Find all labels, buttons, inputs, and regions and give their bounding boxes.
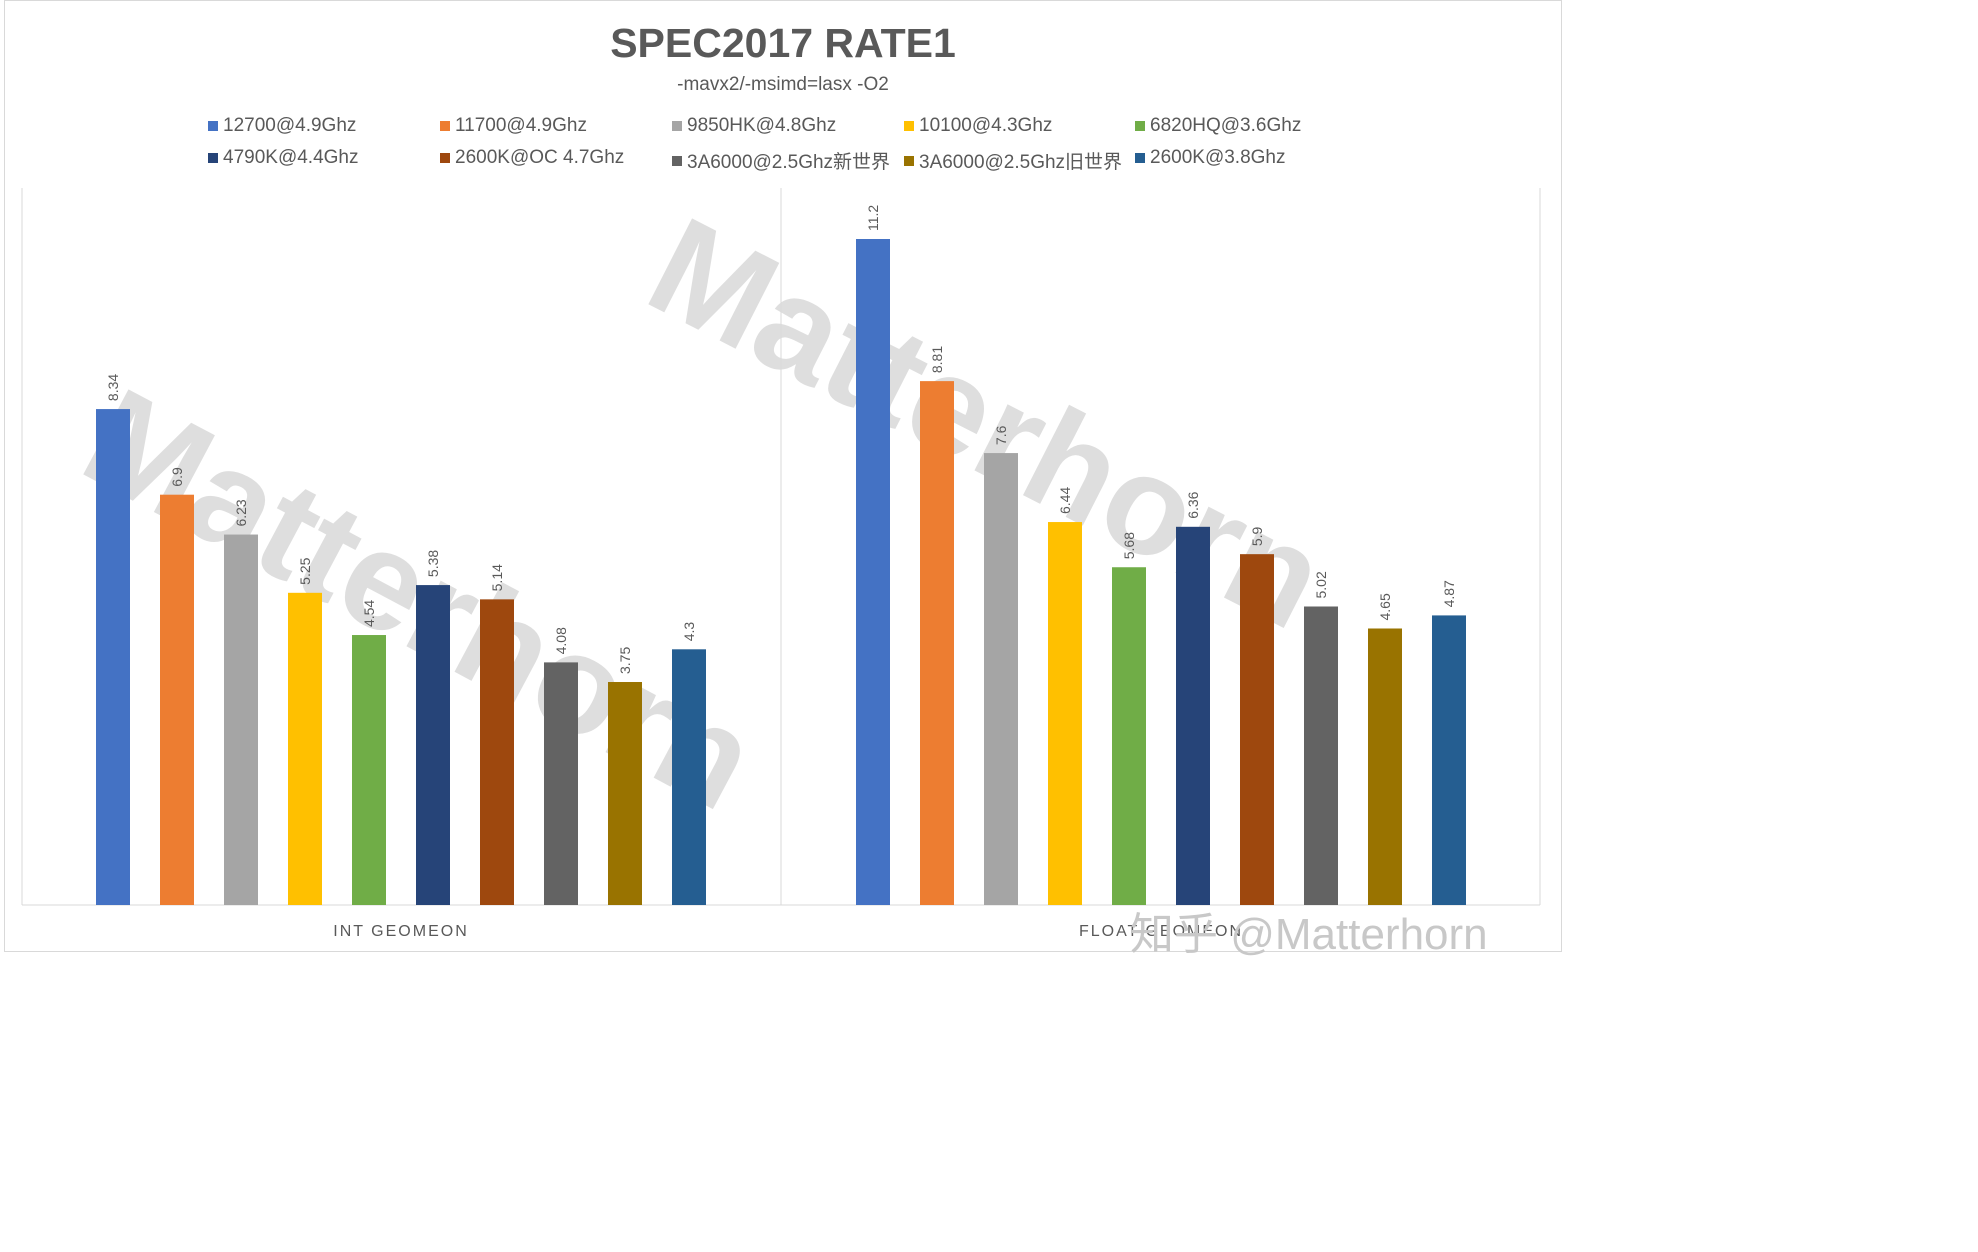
legend-swatch <box>440 121 450 131</box>
data-label-1-1: 8.81 <box>929 346 945 373</box>
legend-label: 10100@4.3Ghz <box>919 115 1053 136</box>
category-labels-group: INT GEOMEON FLOAT GEOMEON <box>333 923 1243 940</box>
data-label-1-7: 5.02 <box>1313 571 1329 598</box>
legend-swatch <box>904 121 914 131</box>
bar-0-1 <box>160 494 194 905</box>
legend-item-9850hk: 9850HK@4.8Ghz <box>672 115 836 137</box>
legend-item-2600k: 2600K@3.8Ghz <box>1135 147 1286 169</box>
bars-group <box>96 239 1466 905</box>
bar-1-0 <box>856 239 890 905</box>
bar-0-4 <box>352 635 386 905</box>
data-label-0-9: 4.3 <box>681 622 697 642</box>
bar-0-3 <box>288 592 322 905</box>
legend-swatch <box>672 121 682 131</box>
bar-1-5 <box>1176 526 1210 905</box>
bar-0-9 <box>672 649 706 905</box>
data-label-1-4: 5.68 <box>1121 532 1137 559</box>
legend-item-4790k: 4790K@4.4Ghz <box>208 147 359 169</box>
legend-label: 9850HK@4.8Ghz <box>687 115 837 136</box>
legend-item-12700: 12700@4.9Ghz <box>208 115 356 137</box>
data-label-0-8: 3.75 <box>617 647 633 674</box>
legend-swatch <box>904 155 914 166</box>
legend-label: 12700@4.9Ghz <box>223 115 357 136</box>
bottom-watermark: 知乎 @Matterhorn <box>1130 910 1488 959</box>
data-label-0-1: 6.9 <box>169 467 185 487</box>
bar-1-6 <box>1240 554 1274 905</box>
data-labels-group: 8.34 6.9 6.23 5.25 4.54 5.38 5.14 4.08 3.75 4.3 11… <box>105 205 1457 674</box>
legend-label: 11700@4.9Ghz <box>455 115 587 136</box>
legend-item-11700: 11700@4.9Ghz <box>440 115 587 137</box>
data-label-0-7: 4.08 <box>553 627 569 654</box>
legend-label: 6820HQ@3.6Ghz <box>1150 115 1302 136</box>
bar-1-1 <box>920 381 954 905</box>
bar-1-8 <box>1368 628 1402 905</box>
legend-label: 3A6000@2.5Ghz旧世界 <box>919 152 1123 173</box>
chart-frame <box>4 0 1562 952</box>
legend-item-2600k-oc: 2600K@OC 4.7Ghz <box>440 147 624 169</box>
bar-1-9 <box>1432 615 1466 905</box>
bar-0-5 <box>416 585 450 905</box>
bar-1-4 <box>1112 567 1146 905</box>
bar-0-0 <box>96 409 130 905</box>
legend-swatch <box>1135 153 1145 163</box>
legend-swatch <box>440 153 450 163</box>
data-label-1-0: 11.2 <box>865 205 881 231</box>
data-label-1-3: 6.44 <box>1057 487 1073 514</box>
legend-swatch <box>208 153 218 163</box>
data-label-1-8: 4.65 <box>1377 593 1393 620</box>
bar-0-6 <box>480 599 514 905</box>
bar-1-2 <box>984 453 1018 905</box>
data-label-0-4: 4.54 <box>361 600 377 627</box>
data-label-0-6: 5.14 <box>489 564 505 591</box>
chart-subtitle: -mavx2/-msimd=lasx -O2 <box>677 74 889 95</box>
bar-0-8 <box>608 682 642 905</box>
legend-swatch <box>672 155 682 166</box>
bar-0-2 <box>224 534 258 905</box>
legend-item-6820hq: 6820HQ@3.6Ghz <box>1135 115 1301 137</box>
data-label-1-9: 4.87 <box>1441 580 1457 607</box>
data-label-0-5: 5.38 <box>425 550 441 577</box>
chart-title: SPEC2017 RATE1 <box>610 20 956 66</box>
data-label-0-0: 8.34 <box>105 374 121 401</box>
data-label-1-2: 7.6 <box>993 425 1009 445</box>
legend-label: 2600K@3.8Ghz <box>1150 147 1286 168</box>
legend-swatch <box>1135 121 1145 131</box>
category-label-1: FLOAT GEOMEON <box>1079 923 1243 940</box>
category-label-0: INT GEOMEON <box>333 923 469 940</box>
data-label-1-6: 5.9 <box>1249 526 1265 546</box>
legend-label: 2600K@OC 4.7Ghz <box>455 147 625 168</box>
bar-1-3 <box>1048 522 1082 905</box>
data-label-0-2: 6.23 <box>233 499 249 526</box>
bar-1-7 <box>1304 606 1338 905</box>
legend-label: 4790K@4.4Ghz <box>223 147 359 168</box>
legend-swatch <box>208 121 218 131</box>
legend-label: 3A6000@2.5Ghz新世界 <box>687 152 891 173</box>
bar-0-7 <box>544 662 578 905</box>
data-label-1-5: 6.36 <box>1185 491 1201 518</box>
data-label-0-3: 5.25 <box>297 557 313 584</box>
legend-item-10100: 10100@4.3Ghz <box>904 115 1052 137</box>
legend-item-3a6000-old: 3A6000@2.5Ghz旧世界 <box>904 147 1122 174</box>
legend-item-3a6000-new: 3A6000@2.5Ghz新世界 <box>672 147 890 174</box>
